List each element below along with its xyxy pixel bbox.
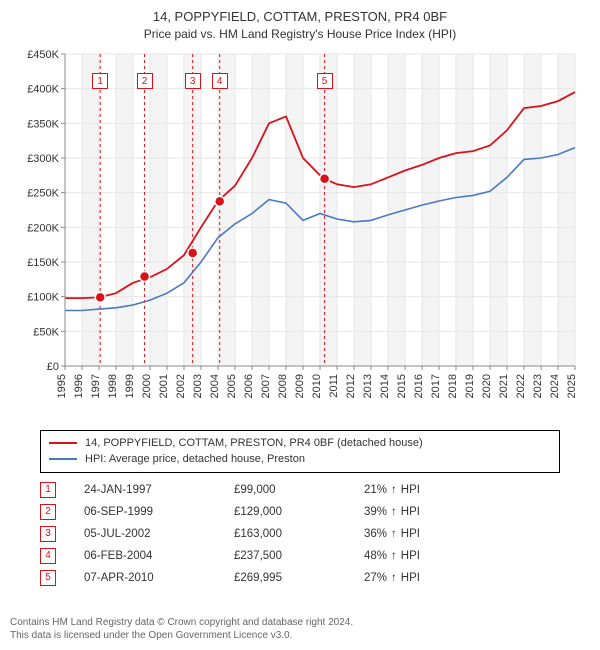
sale-marker-5: 5 bbox=[317, 73, 333, 89]
footer-line1: Contains HM Land Registry data © Crown c… bbox=[10, 616, 590, 629]
legend-item-property: 14, POPPYFIELD, COTTAM, PRESTON, PR4 0BF… bbox=[49, 435, 551, 452]
svg-text:2014: 2014 bbox=[379, 374, 391, 398]
svg-text:2002: 2002 bbox=[175, 374, 187, 398]
sale-date: 07-APR-2010 bbox=[84, 572, 234, 584]
svg-text:£350K: £350K bbox=[27, 118, 59, 130]
svg-text:2005: 2005 bbox=[226, 374, 238, 398]
sale-marker-3: 3 bbox=[185, 73, 201, 89]
sale-row-marker: 5 bbox=[40, 570, 56, 586]
sale-row-marker: 1 bbox=[40, 482, 56, 498]
svg-text:£0: £0 bbox=[47, 361, 59, 373]
svg-text:2010: 2010 bbox=[311, 374, 323, 398]
sale-price: £237,500 bbox=[234, 550, 364, 562]
svg-text:£200K: £200K bbox=[27, 222, 59, 234]
sales-row: 4 06-FEB-2004£237,50048%↑HPI bbox=[40, 545, 560, 567]
svg-text:2006: 2006 bbox=[243, 374, 255, 398]
footer-line2: This data is licensed under the Open Gov… bbox=[10, 629, 590, 642]
svg-text:2025: 2025 bbox=[566, 374, 578, 398]
sale-price: £99,000 bbox=[234, 484, 364, 496]
legend-swatch-hpi bbox=[49, 458, 77, 460]
sale-pct: 36%↑HPI bbox=[364, 528, 464, 540]
line-chart-svg: £0 £50K £100K £150K £200K £250K £300K £350K £400… bbox=[15, 46, 585, 426]
chart-container: 14, POPPYFIELD, COTTAM, PRESTON, PR4 0BF… bbox=[0, 0, 600, 650]
legend-label-property: 14, POPPYFIELD, COTTAM, PRESTON, PR4 0BF… bbox=[85, 435, 423, 452]
up-arrow-icon: ↑ bbox=[391, 550, 397, 562]
up-arrow-icon: ↑ bbox=[391, 572, 397, 584]
svg-text:2003: 2003 bbox=[192, 374, 204, 398]
svg-text:£300K: £300K bbox=[27, 153, 59, 165]
sale-price: £129,000 bbox=[234, 506, 364, 518]
sale-pct: 21%↑HPI bbox=[364, 484, 464, 496]
legend-item-hpi: HPI: Average price, detached house, Pres… bbox=[49, 451, 551, 468]
title-subtitle: Price paid vs. HM Land Registry's House … bbox=[10, 26, 590, 42]
svg-text:2004: 2004 bbox=[209, 374, 221, 398]
svg-text:£400K: £400K bbox=[27, 83, 59, 95]
legend-label-hpi: HPI: Average price, detached house, Pres… bbox=[85, 451, 305, 468]
sale-date: 05-JUL-2002 bbox=[84, 528, 234, 540]
svg-text:2020: 2020 bbox=[481, 374, 493, 398]
footer-attribution: Contains HM Land Registry data © Crown c… bbox=[10, 616, 590, 642]
svg-text:2016: 2016 bbox=[413, 374, 425, 398]
sales-table: 1 24-JAN-1997£99,00021%↑HPI 2 06-SEP-1999£1… bbox=[40, 479, 560, 589]
up-arrow-icon: ↑ bbox=[391, 528, 397, 540]
sale-pct: 27%↑HPI bbox=[364, 572, 464, 584]
svg-text:2009: 2009 bbox=[294, 374, 306, 398]
svg-text:2012: 2012 bbox=[345, 374, 357, 398]
sales-row: 1 24-JAN-1997£99,00021%↑HPI bbox=[40, 479, 560, 501]
sale-price: £163,000 bbox=[234, 528, 364, 540]
svg-text:1998: 1998 bbox=[107, 374, 119, 398]
up-arrow-icon: ↑ bbox=[391, 484, 397, 496]
svg-text:2024: 2024 bbox=[549, 374, 561, 398]
sales-row: 3 05-JUL-2002£163,00036%↑HPI bbox=[40, 523, 560, 545]
sale-row-marker: 2 bbox=[40, 504, 56, 520]
svg-text:2013: 2013 bbox=[362, 374, 374, 398]
sale-price: £269,995 bbox=[234, 572, 364, 584]
svg-text:2019: 2019 bbox=[464, 374, 476, 398]
legend-swatch-property bbox=[49, 442, 77, 444]
sale-pct: 48%↑HPI bbox=[364, 550, 464, 562]
svg-text:2023: 2023 bbox=[532, 374, 544, 398]
svg-text:2017: 2017 bbox=[430, 374, 442, 398]
sale-date: 24-JAN-1997 bbox=[84, 484, 234, 496]
chart-area: £0 £50K £100K £150K £200K £250K £300K £350K £400… bbox=[15, 46, 585, 426]
sale-date: 06-SEP-1999 bbox=[84, 506, 234, 518]
svg-text:£100K: £100K bbox=[27, 291, 59, 303]
svg-text:2022: 2022 bbox=[515, 374, 527, 398]
svg-text:2000: 2000 bbox=[141, 374, 153, 398]
sales-row: 5 07-APR-2010£269,99527%↑HPI bbox=[40, 567, 560, 589]
svg-text:2015: 2015 bbox=[396, 374, 408, 398]
svg-text:2011: 2011 bbox=[328, 374, 340, 398]
sales-row: 2 06-SEP-1999£129,00039%↑HPI bbox=[40, 501, 560, 523]
svg-text:£450K: £450K bbox=[27, 49, 59, 61]
title-block: 14, POPPYFIELD, COTTAM, PRESTON, PR4 0BF… bbox=[10, 8, 590, 42]
legend: 14, POPPYFIELD, COTTAM, PRESTON, PR4 0BF… bbox=[40, 430, 560, 473]
svg-text:2001: 2001 bbox=[158, 374, 170, 398]
svg-text:£50K: £50K bbox=[33, 326, 59, 338]
sale-date: 06-FEB-2004 bbox=[84, 550, 234, 562]
sale-marker-1: 1 bbox=[92, 73, 108, 89]
svg-text:2008: 2008 bbox=[277, 374, 289, 398]
sale-row-marker: 4 bbox=[40, 548, 56, 564]
up-arrow-icon: ↑ bbox=[391, 506, 397, 518]
svg-text:1995: 1995 bbox=[56, 374, 68, 398]
svg-text:2018: 2018 bbox=[447, 374, 459, 398]
sale-row-marker: 3 bbox=[40, 526, 56, 542]
svg-text:1999: 1999 bbox=[124, 374, 136, 398]
sale-pct: 39%↑HPI bbox=[364, 506, 464, 518]
svg-text:1996: 1996 bbox=[73, 374, 85, 398]
svg-text:2021: 2021 bbox=[498, 374, 510, 398]
svg-text:2007: 2007 bbox=[260, 374, 272, 398]
svg-text:1997: 1997 bbox=[90, 374, 102, 398]
title-address: 14, POPPYFIELD, COTTAM, PRESTON, PR4 0BF bbox=[10, 8, 590, 26]
svg-text:£150K: £150K bbox=[27, 257, 59, 269]
sale-marker-2: 2 bbox=[137, 73, 153, 89]
svg-text:£250K: £250K bbox=[27, 187, 59, 199]
sale-marker-4: 4 bbox=[212, 73, 228, 89]
